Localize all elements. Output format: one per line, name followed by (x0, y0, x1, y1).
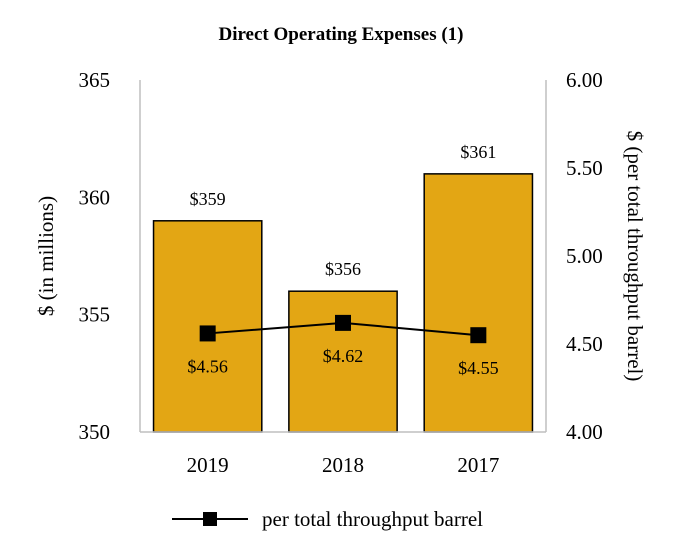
bar-value-label-2017: $361 (460, 142, 496, 162)
y-axis-title: $ (in millions) (34, 196, 58, 316)
bar-label-group: $359 $356 $361 (190, 142, 497, 279)
y2-tick-label-6.00: 6.00 (566, 68, 603, 92)
bar-group (152, 173, 534, 433)
line-value-label-2017: $4.55 (458, 358, 499, 378)
y2-tick-label-4.00: 4.00 (566, 420, 603, 444)
bar-value-label-2018: $356 (325, 259, 361, 279)
y-tick-label-365: 365 (79, 68, 111, 92)
chart-title: Direct Operating Expenses (1) (218, 24, 463, 45)
bar-value-label-2019: $359 (190, 189, 226, 209)
y2-axis-title: $ (per total throughput barrel) (623, 131, 647, 382)
y2-tick-group: 4.00 4.50 5.00 5.50 6.00 (566, 68, 603, 444)
bar-2018 (288, 290, 398, 433)
legend-square-marker (203, 512, 217, 526)
line-point-2017 (470, 327, 487, 344)
x-tick-group: 2019 2018 2017 (187, 453, 500, 477)
line-label-group: $4.56 $4.62 $4.55 (187, 346, 498, 378)
y-tick-label-360: 360 (79, 185, 111, 209)
line-series-group (199, 314, 487, 344)
line-point-2018 (335, 314, 351, 331)
y-tick-group: 350 355 360 365 (79, 68, 111, 444)
line-value-label-2019: $4.56 (187, 356, 228, 376)
y2-tick-label-5.50: 5.50 (566, 156, 603, 180)
y2-tick-label-4.50: 4.50 (566, 332, 603, 356)
x-tick-label-2017: 2017 (457, 453, 499, 477)
y-tick-label-355: 355 (79, 303, 111, 327)
bar-2017 (423, 173, 534, 433)
y2-tick-label-5.00: 5.00 (566, 244, 603, 268)
y-tick-label-350: 350 (79, 420, 111, 444)
x-tick-label-2018: 2018 (322, 453, 364, 477)
line-point-2019 (199, 325, 216, 342)
legend: per total throughput barrel (172, 507, 483, 531)
line-value-label-2018: $4.62 (323, 346, 364, 366)
x-tick-label-2019: 2019 (187, 453, 229, 477)
legend-label: per total throughput barrel (262, 507, 483, 531)
